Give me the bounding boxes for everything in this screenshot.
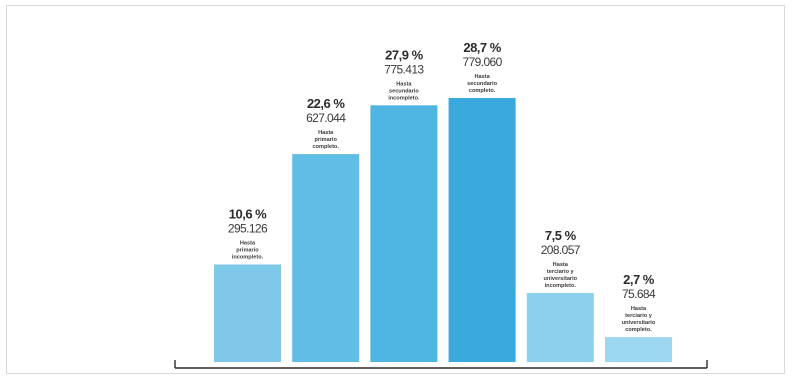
bar-6-count-label: 75.684 [622,287,656,301]
bar-3-category-line-2: secundario [389,88,419,94]
bar-5 [526,293,594,362]
bar-1-category-line-3: incompleto. [232,254,264,260]
bar-5-percent-label: 7,5 % [545,228,577,243]
bar-5-category-line-4: incompleto. [545,283,577,289]
bar-6-category-line-2: terciario y [625,313,653,319]
bar-4-count-label: 779.060 [463,55,503,69]
bar-2-percent-label: 22,6 % [307,96,345,111]
bar-6 [605,337,672,362]
bar-4-percent-label: 28,7 % [463,40,501,55]
bar-4-category-line-2: secundario [467,81,497,87]
bar-2-category-line-2: primario [315,137,338,143]
bar-3 [370,105,438,362]
bar-5-category-line-1: Hasta [553,262,569,268]
bar-3-category-line-1: Hasta [396,81,412,87]
bar-4-category-line-3: completo. [469,88,496,94]
bar-1-category-line-2: primario [236,247,259,253]
bars-group [214,97,672,363]
bar-5-count-label: 208.057 [541,243,581,257]
bar-6-percent-label: 2,7 % [623,272,655,287]
bar-3-percent-label: 27,9 % [385,47,423,62]
bar-6-category-line-3: universitario [622,320,656,326]
bar-6-category-line-1: Hasta [631,306,647,312]
bar-2-category-line-3: completo. [312,144,339,150]
bar-1-percent-label: 10,6 % [229,206,267,221]
bar-3-count-label: 775.413 [384,62,424,76]
bar-1-count-label: 295.126 [228,221,268,235]
bar-1-category-line-1: Hasta [240,240,256,246]
bar-4-category-line-1: Hasta [474,74,490,80]
bar-5-category-line-2: terciario y [547,269,575,275]
bar-6-category-line-4: completo. [625,327,652,333]
bar-2-category-line-1: Hasta [318,130,334,136]
bar-5-category-line-3: universitario [544,276,578,282]
bar-2 [292,154,360,362]
bar-3-category-line-3: incompleto. [388,95,420,101]
bar-2-count-label: 627.044 [306,111,346,125]
bar-4 [448,97,516,363]
bar-1 [214,264,281,362]
x-axis [174,360,708,369]
